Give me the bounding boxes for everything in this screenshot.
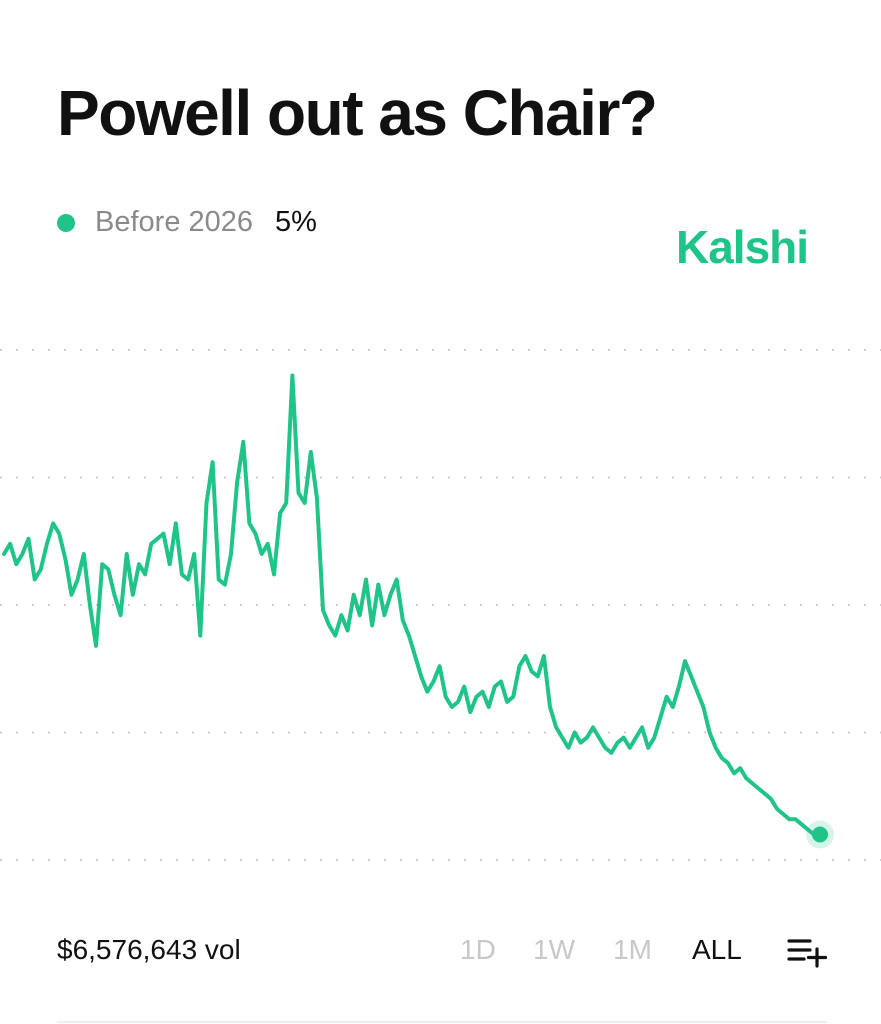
legend-dot xyxy=(57,213,75,232)
chart-legend: Before 2026 5% xyxy=(57,206,317,239)
range-tab-1m[interactable]: 1M xyxy=(613,934,652,965)
page-title: Powell out as Chair? xyxy=(57,77,658,149)
range-tab-all[interactable]: ALL xyxy=(692,934,742,965)
bottom-divider xyxy=(57,1021,827,1023)
legend-series-value: 5% xyxy=(275,206,317,238)
series-line-before-2026 xyxy=(2,373,822,837)
chart-footer: $6,576,643 vol 1D 1W 1M ALL xyxy=(0,928,881,976)
volume-label: $6,576,643 vol xyxy=(57,934,241,965)
legend-series-name: Before 2026 xyxy=(95,206,254,238)
range-tab-1d[interactable]: 1D xyxy=(460,934,496,965)
price-chart[interactable] xyxy=(0,330,881,890)
brand-logo: Kalshi xyxy=(676,221,809,273)
list-plus-icon[interactable] xyxy=(786,936,828,968)
series-end-point xyxy=(812,826,828,843)
range-tab-1w[interactable]: 1W xyxy=(533,934,575,965)
chart-grid xyxy=(0,349,881,861)
